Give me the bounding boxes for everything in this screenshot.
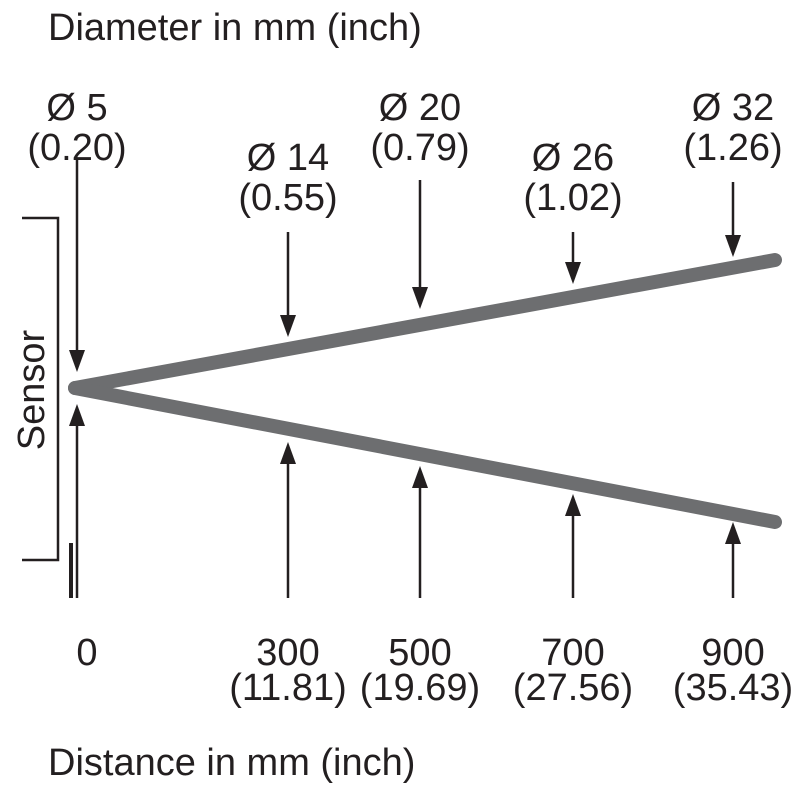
distance-mm: 300 xyxy=(256,632,319,674)
diameter-inch: (0.79) xyxy=(370,127,469,169)
distance-mm: 0 xyxy=(76,632,97,674)
diameter-inch: (1.26) xyxy=(683,127,782,169)
distance-inch: (35.43) xyxy=(673,667,793,709)
arrow-up-head xyxy=(69,404,85,426)
beam-lower xyxy=(68,381,782,529)
arrow-up-head xyxy=(412,466,428,488)
diameter-mm: Ø 14 xyxy=(247,137,329,179)
arrow-down-head xyxy=(565,262,581,284)
distance-inch: (11.81) xyxy=(229,667,347,709)
beam xyxy=(68,253,782,529)
diameter-inch: (1.02) xyxy=(523,177,622,219)
arrow-down-head xyxy=(412,287,428,309)
sensor-bracket xyxy=(22,216,60,562)
distance-mm: 900 xyxy=(701,632,764,674)
diameter-mm: Ø 20 xyxy=(379,87,461,129)
sensor-label: Sensor xyxy=(11,329,53,450)
diameter-inch: (0.55) xyxy=(238,177,337,219)
distance-mm: 700 xyxy=(541,632,604,674)
arrow-up-head xyxy=(280,442,296,464)
diameter-mm: Ø 32 xyxy=(692,87,774,129)
diameter-mm: Ø 26 xyxy=(532,137,614,179)
arrow-down-head xyxy=(725,235,741,257)
distance-mm: 500 xyxy=(388,632,451,674)
diameter-mm: Ø 5 xyxy=(46,87,107,129)
distance-inch: (27.56) xyxy=(513,667,633,709)
beam-upper xyxy=(68,253,782,395)
title: Diameter in mm (inch) xyxy=(48,7,422,49)
arrows xyxy=(69,160,741,598)
arrow-up-head xyxy=(725,522,741,544)
x-label: Distance in mm (inch) xyxy=(48,742,415,784)
distance-inch: (19.69) xyxy=(360,667,480,709)
arrow-up-head xyxy=(565,494,581,516)
diameter-inch: (0.20) xyxy=(27,127,126,169)
arrow-down-head xyxy=(280,315,296,337)
arrow-down-head xyxy=(69,350,85,372)
